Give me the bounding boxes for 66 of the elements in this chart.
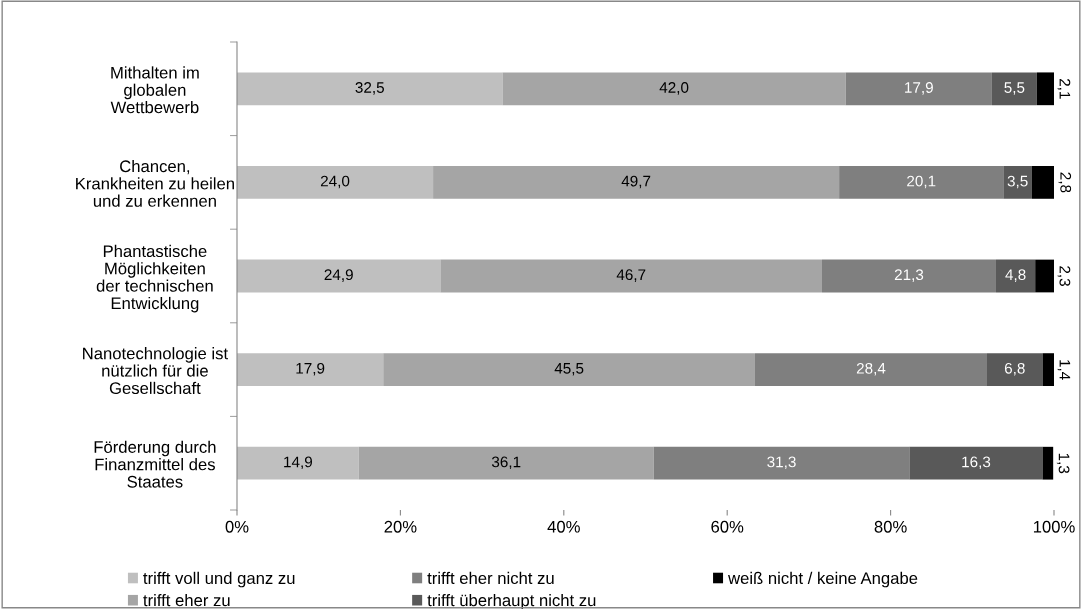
- data-label: 5,5: [1004, 82, 1025, 95]
- data-label: 24,9: [324, 269, 353, 282]
- y-tick-label: Phantastische Möglichkeiten der technischen Entwicklung: [96, 244, 213, 313]
- data-label: 2,1: [1057, 78, 1071, 99]
- x-tick-label: 100%: [1033, 520, 1075, 533]
- bar: [502, 72, 846, 106]
- data-label: 21,3: [894, 269, 924, 282]
- data-label: 17,9: [296, 362, 325, 376]
- data-label: 16,3: [962, 456, 991, 470]
- y-tick-label: Mithalten im globalen Wettbewerb: [110, 66, 199, 114]
- legend-label: trifft eher zu: [143, 594, 230, 607]
- bar: [237, 353, 384, 386]
- x-tick-label: 0%: [225, 520, 249, 533]
- bar: [433, 166, 840, 199]
- data-label: 20,1: [907, 175, 936, 189]
- bar: [909, 446, 1043, 480]
- bar: [237, 446, 359, 480]
- bar: [987, 353, 1043, 386]
- x-tick-label: 40%: [547, 520, 580, 533]
- bar: [991, 72, 1037, 106]
- bar: [1042, 446, 1054, 480]
- data-label: 46,7: [616, 269, 646, 282]
- bar: [1031, 166, 1054, 199]
- data-label: 24,0: [320, 175, 350, 189]
- x-tick-label: 20%: [384, 520, 417, 533]
- data-label: 31,3: [767, 456, 796, 470]
- x-tick-label: 80%: [874, 520, 907, 533]
- data-label: 1,4: [1057, 360, 1071, 380]
- bar: [839, 166, 1004, 199]
- y-tick-label: Förderung durch Finanzmittel des Staates: [94, 440, 216, 488]
- data-label: 32,5: [355, 82, 384, 95]
- data-label: 4,8: [1005, 269, 1026, 282]
- bar: [1042, 353, 1054, 386]
- bar: [1036, 72, 1054, 106]
- bar: [845, 72, 992, 106]
- data-label: 6,8: [1004, 362, 1025, 376]
- bar: [237, 166, 434, 199]
- bar: [237, 259, 441, 293]
- bar: [358, 446, 654, 480]
- data-label: 49,7: [621, 175, 651, 189]
- legend-label: trifft eher nicht zu: [427, 571, 554, 585]
- data-label: 17,9: [905, 82, 933, 95]
- y-tick-label: Chancen, Krankheiten zu heilen und zu erkennen: [76, 159, 234, 207]
- data-label: 2,3: [1057, 266, 1071, 286]
- data-label: 42,0: [659, 82, 689, 95]
- bar: [995, 259, 1036, 293]
- data-label: 1,3: [1056, 453, 1070, 474]
- bar: [1035, 259, 1054, 293]
- data-label: 28,4: [856, 362, 886, 376]
- y-tick-label: Nanotechnologie ist nützlich für die Gesellschaft: [83, 347, 228, 395]
- legend-label: weiß nicht / keine Angabe: [728, 571, 918, 588]
- data-label: 14,9: [284, 456, 313, 470]
- data-label: 3,5: [1007, 175, 1028, 189]
- bar: [653, 446, 910, 480]
- data-label: 2,8: [1058, 172, 1072, 193]
- bar: [237, 72, 503, 106]
- x-tick-label: 60%: [711, 520, 744, 533]
- bar: [754, 353, 988, 386]
- bar: [1003, 166, 1032, 199]
- bar: [440, 259, 822, 293]
- data-label: 36,1: [491, 456, 521, 470]
- data-label: 45,5: [554, 363, 584, 376]
- bar: [821, 259, 996, 293]
- legend-label: trifft voll und ganz zu: [143, 571, 295, 588]
- legend-label: trifft überhaupt nicht zu: [427, 594, 596, 609]
- bar: [383, 353, 755, 386]
